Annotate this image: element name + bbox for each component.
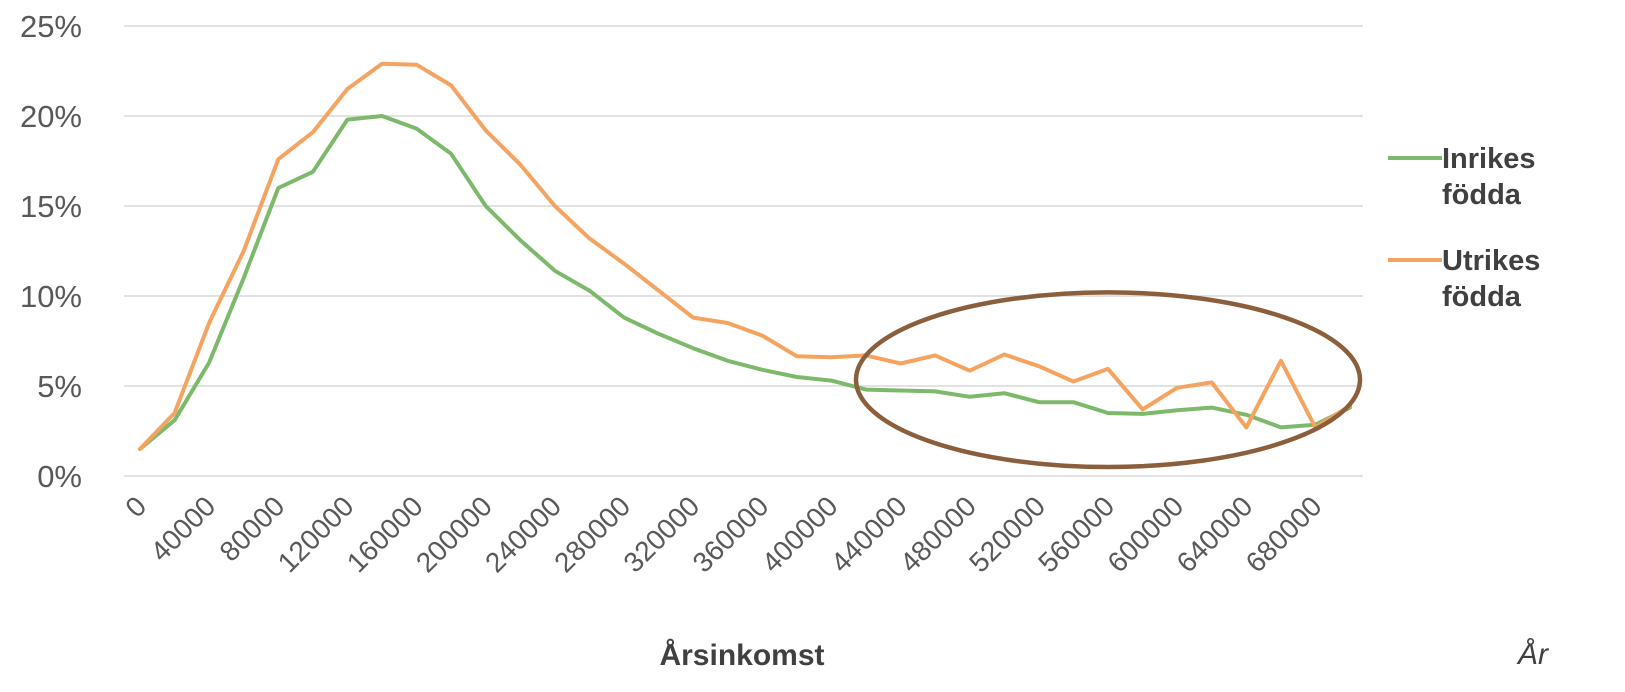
- series-lines: [138, 61, 1352, 451]
- x-tick-label: 160000: [341, 490, 429, 578]
- legend: Inrikes födda Utrikes födda: [1388, 143, 1540, 313]
- x-tick-label: 240000: [479, 490, 567, 578]
- x-axis-title: Årsinkomst: [659, 639, 824, 672]
- gridlines: [124, 25, 1363, 477]
- x-tick-label: 480000: [894, 490, 982, 578]
- corner-note: År: [1516, 638, 1549, 671]
- y-tick-label: 0%: [37, 459, 82, 494]
- series-line-inrikes: [138, 114, 1352, 451]
- x-tick-label: 360000: [687, 490, 775, 578]
- x-tick-label: 200000: [410, 490, 498, 578]
- x-tick-label: 640000: [1171, 490, 1259, 578]
- legend-label: födda: [1442, 281, 1522, 313]
- x-tick-label: 320000: [617, 490, 705, 578]
- x-tick-label: 400000: [756, 490, 844, 578]
- x-tick-label: 680000: [1240, 490, 1328, 578]
- x-tick-label: 40000: [144, 490, 221, 567]
- legend-label: Inrikes: [1442, 143, 1536, 175]
- x-tick-label: 120000: [272, 490, 360, 578]
- y-tick-label: 20%: [20, 99, 82, 134]
- x-tick-label: 560000: [1032, 490, 1120, 578]
- x-tick-label: 440000: [825, 490, 913, 578]
- y-tick-label: 25%: [20, 9, 82, 44]
- x-tick-label: 280000: [548, 490, 636, 578]
- x-tick-label: 0: [119, 490, 152, 523]
- x-tick-label: 520000: [963, 490, 1051, 578]
- legend-label: Utrikes: [1442, 245, 1540, 277]
- series-line-utrikes: [138, 61, 1352, 451]
- y-tick-label: 10%: [20, 279, 82, 314]
- x-axis-ticks: 0400008000012000016000020000024000028000…: [119, 490, 1327, 578]
- highlight-ellipse: [853, 290, 1363, 470]
- x-tick-label: 600000: [1101, 490, 1189, 578]
- annotation-layer: [853, 290, 1363, 470]
- y-tick-label: 5%: [37, 369, 82, 404]
- legend-label: födda: [1442, 179, 1522, 211]
- y-tick-label: 15%: [20, 189, 82, 224]
- y-axis-ticks: 0% 5% 10% 15% 20% 25%: [20, 9, 82, 494]
